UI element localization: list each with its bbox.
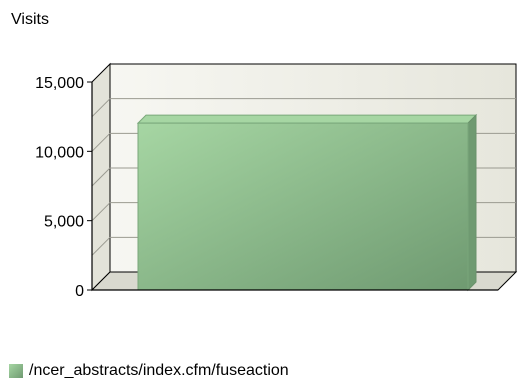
gridline-side — [91, 98, 111, 118]
bar-top — [136, 114, 478, 124]
gridline-side — [91, 167, 111, 187]
legend-swatch — [9, 364, 23, 378]
y-axis-label: Visits — [11, 11, 49, 28]
y-tick-label: 10,000 — [35, 144, 84, 161]
gridline-side — [91, 202, 111, 222]
gridline-side — [91, 132, 111, 152]
bar — [137, 122, 469, 291]
legend-label: /ncer_abstracts/index.cfm/fuseaction — [29, 362, 289, 379]
legend: /ncer_abstracts/index.cfm/fuseaction — [9, 362, 289, 380]
bar-side — [467, 113, 477, 292]
y-tick-label: 0 — [75, 283, 84, 300]
gridline-side — [91, 236, 111, 256]
y-tick-label: 15,000 — [35, 75, 84, 92]
y-tick-label: 5,000 — [44, 214, 84, 231]
